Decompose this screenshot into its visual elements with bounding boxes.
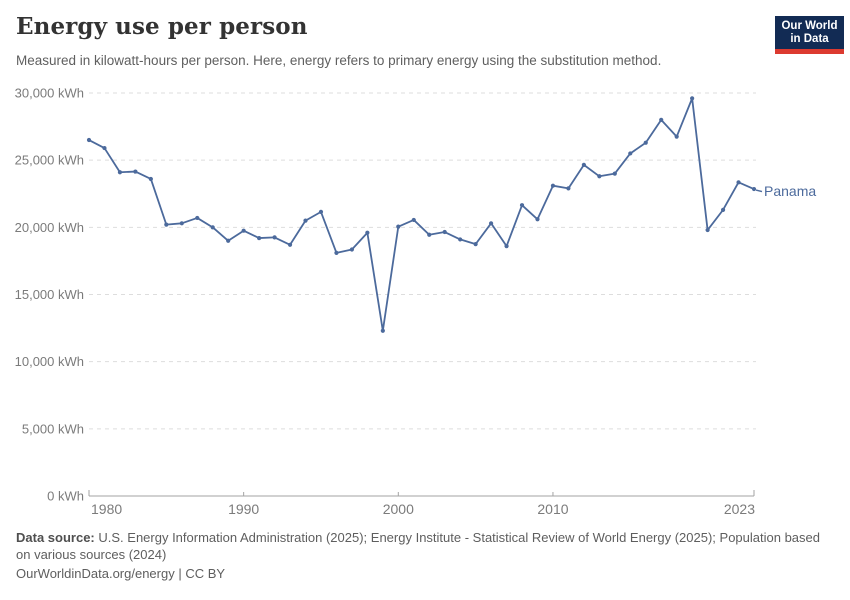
data-point-marker (396, 224, 401, 229)
y-tick-label: 25,000 kWh (15, 153, 84, 168)
owid-logo-line2: in Data (790, 33, 829, 45)
data-point-marker (411, 217, 416, 223)
data-point-marker (458, 237, 463, 242)
data-point-marker (164, 222, 169, 227)
footer-source: Data source: U.S. Energy Information Adm… (16, 530, 828, 563)
data-point-marker (179, 221, 184, 226)
data-point-marker (148, 176, 153, 182)
data-point-marker (318, 209, 324, 214)
data-point-marker (365, 230, 370, 235)
data-point-marker (195, 215, 200, 221)
data-point-marker (102, 145, 107, 151)
data-point-marker (705, 227, 710, 233)
x-tick-label: 2023 (724, 501, 755, 517)
data-point-marker (581, 162, 586, 167)
data-point-marker (566, 186, 571, 191)
x-tick-label: 1990 (228, 501, 259, 517)
footer-source-text-line1: U.S. Energy Information Administration (… (98, 530, 820, 545)
data-point-marker (272, 235, 277, 240)
data-point-marker (690, 96, 695, 101)
y-tick-label: 15,000 kWh (15, 287, 84, 302)
data-point-marker (380, 328, 385, 333)
y-tick-label: 20,000 kWh (15, 220, 84, 235)
data-point-marker (488, 221, 494, 226)
data-point-marker (86, 137, 92, 143)
end-label-connector (755, 189, 763, 193)
x-tick-label: 2000 (383, 501, 414, 517)
data-point-marker (133, 169, 138, 174)
footer-source-text-line2: on various sources (2024) (16, 546, 167, 562)
data-point-marker (504, 244, 509, 249)
data-point-marker (210, 225, 215, 230)
footer-source-label: Data source: (16, 530, 95, 545)
chart-footer: Data source: U.S. Energy Information Adm… (16, 530, 828, 583)
page-title: Energy use per person (16, 13, 308, 40)
x-tick-label: 1980 (91, 501, 122, 517)
data-point-marker (226, 238, 231, 243)
data-point-marker (334, 250, 339, 255)
data-point-marker (442, 229, 447, 235)
data-point-marker (643, 140, 648, 145)
owid-logo: Our World in Data (775, 16, 844, 54)
data-point-marker (720, 207, 726, 212)
data-point-marker (535, 217, 540, 222)
data-point-marker (287, 242, 293, 247)
owid-logo-line1: Our World (781, 20, 838, 32)
data-point-marker (303, 218, 308, 223)
series-line (88, 97, 755, 332)
data-point-marker (751, 186, 757, 192)
data-point-marker (628, 151, 633, 156)
data-point-marker (519, 203, 525, 208)
data-point-marker (550, 183, 556, 188)
series-end-label: Panama (764, 183, 816, 199)
data-point-marker (659, 117, 664, 122)
data-point-marker (427, 232, 432, 237)
data-point-marker (612, 171, 617, 176)
data-point-marker (736, 180, 741, 185)
footer-license-link[interactable]: OurWorldinData.org/energy | CC BY (16, 566, 226, 581)
data-point-marker (674, 134, 679, 139)
data-point-marker (473, 242, 478, 247)
data-point-marker (117, 170, 123, 175)
y-tick-label: 5,000 kWh (22, 421, 84, 436)
data-point-marker (257, 235, 262, 241)
data-point-marker (241, 228, 246, 233)
y-tick-label: 0 kWh (47, 489, 84, 504)
data-point-marker (597, 174, 602, 179)
chart-subtitle: Measured in kilowatt-hours per person. H… (16, 53, 662, 68)
data-point-marker (349, 247, 355, 252)
y-tick-label: 30,000 kWh (15, 86, 84, 101)
y-tick-label: 10,000 kWh (15, 354, 84, 369)
x-tick-label: 2010 (537, 501, 568, 517)
